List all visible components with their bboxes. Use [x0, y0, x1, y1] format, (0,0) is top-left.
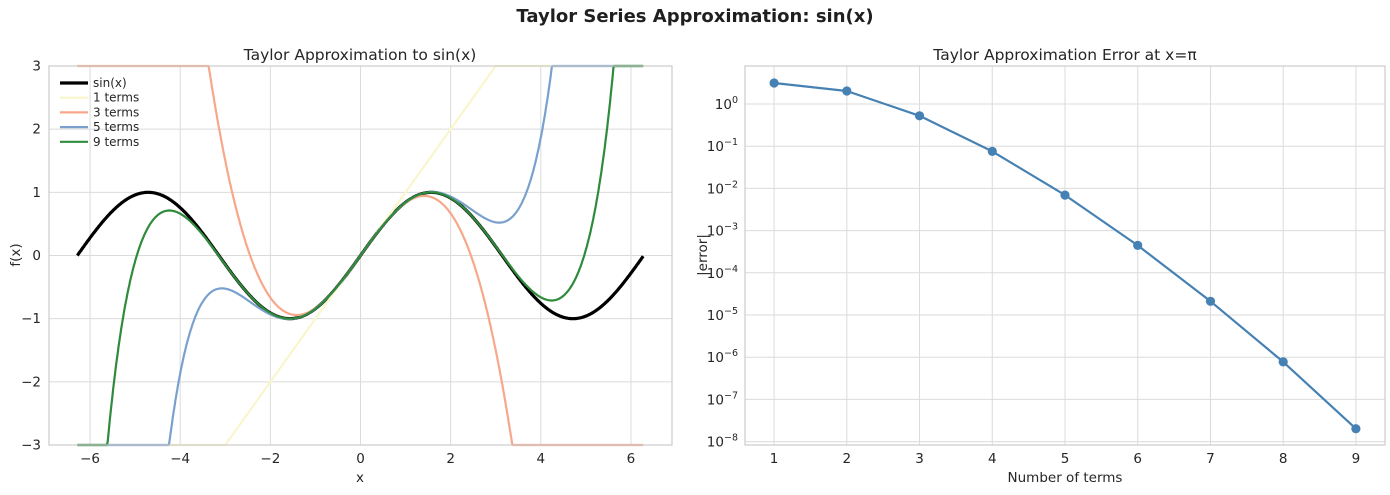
- y-tick-label: 10−7: [707, 390, 738, 408]
- x-tick-label: 8: [1279, 451, 1288, 467]
- y-tick-label: 2: [32, 122, 41, 138]
- legend-entry: sin(x): [60, 76, 127, 90]
- y-tick-label: 100: [715, 95, 738, 113]
- y-tick-label: 10−4: [707, 264, 738, 282]
- x-tick-label: 7: [1206, 451, 1215, 467]
- y-tick-label: 3: [32, 59, 41, 75]
- y-tick-label: 10−8: [707, 433, 738, 451]
- right-y-tick-labels: 100 10−1 10−2 10−3 10−4 10−5 10−6 10−7 10−8: [707, 95, 738, 451]
- error-point: [842, 86, 852, 96]
- y-tick-label: −2: [21, 374, 41, 390]
- legend-label: 9 terms: [93, 135, 139, 149]
- legend-entry: 3 terms: [60, 105, 139, 119]
- left-xaxis-label: x: [356, 470, 364, 486]
- legend-entry: 9 terms: [60, 135, 139, 149]
- legend-label: sin(x): [93, 76, 127, 90]
- right-axes-frame: [744, 65, 1386, 446]
- x-tick-label: 3: [915, 451, 924, 467]
- error-point: [1133, 240, 1143, 250]
- x-tick-label: 0: [356, 451, 365, 467]
- right-grid: [745, 66, 1385, 445]
- y-tick-label: 10−6: [707, 348, 738, 366]
- figure-title: Taylor Series Approximation: sin(x): [516, 6, 874, 27]
- x-tick-label: 1: [770, 451, 779, 467]
- x-tick-label: −2: [260, 451, 280, 467]
- y-tick-label: 1: [32, 185, 41, 201]
- curve-9-terms: [76, 64, 644, 447]
- left-y-tick-labels: −3 −2 −1 0 1 2 3: [21, 59, 41, 454]
- legend-label: 5 terms: [93, 120, 139, 134]
- right-chart-title: Taylor Approximation Error at x=π: [932, 46, 1196, 64]
- y-tick-label: 10−5: [707, 306, 738, 324]
- x-tick-label: 9: [1352, 451, 1361, 467]
- legend-entry: 5 terms: [60, 120, 139, 134]
- y-tick-label: 10−1: [707, 137, 738, 155]
- y-tick-label: −1: [21, 311, 41, 327]
- y-tick-label: 10−3: [707, 222, 738, 240]
- error-point: [1278, 357, 1288, 367]
- left-x-tick-labels: −6 −4 −2 0 2 4 6: [80, 451, 635, 467]
- y-tick-label: −3: [21, 438, 41, 454]
- x-tick-label: 4: [988, 451, 997, 467]
- x-tick-label: 6: [1133, 451, 1142, 467]
- error-point: [1060, 190, 1070, 200]
- x-tick-label: −6: [80, 451, 100, 467]
- error-point: [914, 111, 925, 121]
- legend-label: 1 terms: [93, 91, 139, 105]
- legend-entry: 1 terms: [60, 91, 139, 105]
- right-xaxis-label: Number of terms: [1008, 470, 1123, 486]
- y-tick-label: 10−2: [707, 179, 738, 197]
- x-tick-label: 6: [627, 451, 636, 467]
- error-point: [1351, 424, 1361, 434]
- right-chart: 1 2 3 4 5 6 7 8 9 100 10−1 10−2 10−3 10−4 10−5 10−6 10−7…: [707, 65, 1386, 467]
- error-point: [1205, 296, 1216, 306]
- error-point: [769, 78, 779, 88]
- x-tick-label: −4: [170, 451, 190, 467]
- left-axes-frame: [48, 65, 673, 446]
- left-chart-title: Taylor Approximation to sin(x): [243, 46, 477, 64]
- x-tick-label: 4: [536, 451, 545, 467]
- x-tick-label: 2: [843, 451, 852, 467]
- error-point: [987, 146, 997, 156]
- right-x-tick-labels: 1 2 3 4 5 6 7 8 9: [770, 451, 1360, 467]
- legend-label: 3 terms: [93, 105, 139, 119]
- left-yaxis-label: f(x): [8, 243, 24, 266]
- x-tick-label: 5: [1061, 451, 1070, 467]
- y-tick-label: 0: [32, 248, 41, 264]
- right-yaxis-label: |error|: [695, 234, 711, 276]
- x-tick-label: 2: [446, 451, 455, 467]
